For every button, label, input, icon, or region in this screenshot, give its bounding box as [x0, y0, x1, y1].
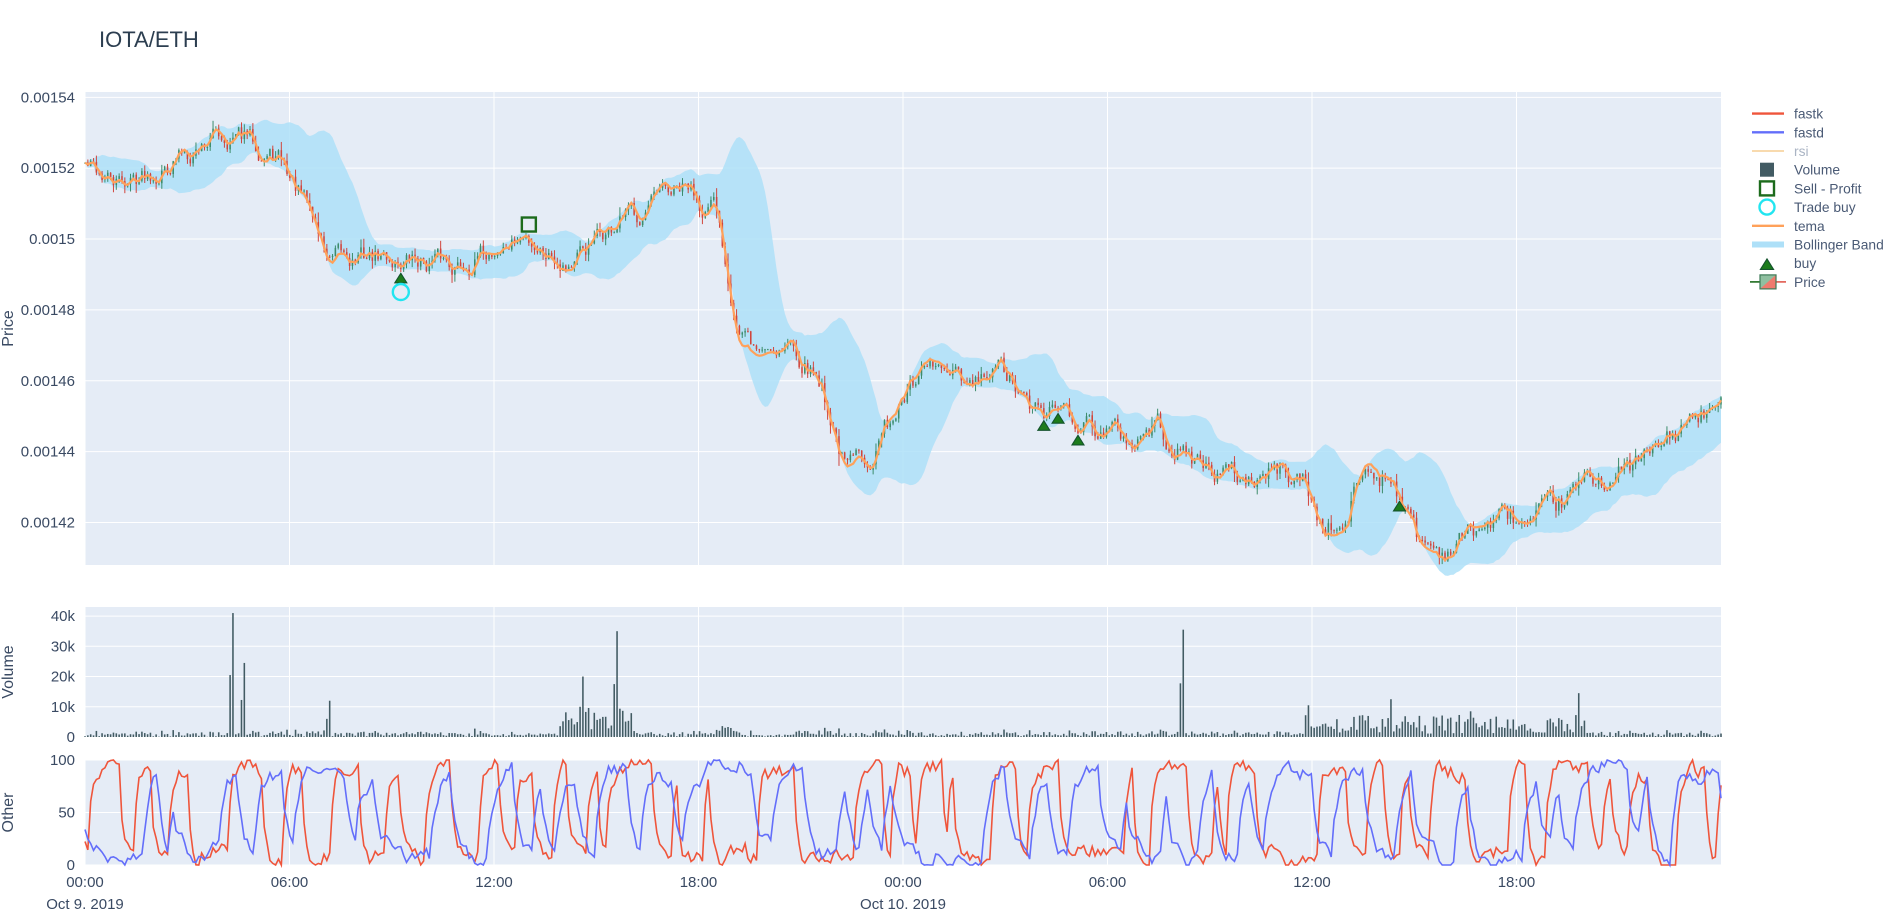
svg-text:12:00: 12:00 [1293, 874, 1331, 891]
svg-text:0.00152: 0.00152 [21, 160, 75, 177]
svg-text:12:00: 12:00 [475, 874, 513, 891]
svg-text:100: 100 [50, 752, 75, 769]
svg-text:30k: 30k [51, 638, 76, 655]
svg-text:fastk: fastk [1794, 107, 1823, 122]
svg-text:rsi: rsi [1794, 144, 1809, 159]
svg-text:10k: 10k [51, 699, 76, 716]
svg-text:0.00144: 0.00144 [21, 444, 75, 461]
svg-text:Oct 10, 2019: Oct 10, 2019 [860, 896, 946, 909]
svg-text:0.00142: 0.00142 [21, 514, 75, 531]
svg-text:00:00: 00:00 [884, 874, 922, 891]
svg-text:Volume: Volume [1794, 163, 1840, 178]
svg-text:Price: Price [1794, 275, 1826, 290]
svg-text:Volume: Volume [0, 645, 17, 698]
svg-text:50: 50 [58, 805, 75, 822]
svg-text:00:00: 00:00 [66, 874, 104, 891]
svg-text:Oct 9, 2019: Oct 9, 2019 [46, 896, 124, 909]
svg-text:Sell - Profit: Sell - Profit [1794, 181, 1862, 196]
svg-text:0.00154: 0.00154 [21, 89, 75, 106]
svg-text:06:00: 06:00 [1089, 874, 1127, 891]
svg-text:0: 0 [67, 857, 75, 874]
svg-text:18:00: 18:00 [1498, 874, 1536, 891]
svg-text:0.00148: 0.00148 [21, 302, 75, 319]
svg-text:Other: Other [0, 792, 17, 833]
svg-text:buy: buy [1794, 256, 1816, 271]
svg-text:06:00: 06:00 [271, 874, 309, 891]
svg-text:20k: 20k [51, 669, 76, 686]
svg-text:fastd: fastd [1794, 125, 1824, 140]
svg-text:tema: tema [1794, 219, 1825, 234]
svg-text:Bollinger Band: Bollinger Band [1794, 238, 1884, 253]
svg-text:0: 0 [67, 729, 75, 746]
svg-text:Price: Price [0, 310, 17, 347]
svg-text:40k: 40k [51, 608, 76, 625]
svg-text:IOTA/ETH: IOTA/ETH [99, 27, 199, 52]
svg-text:0.0015: 0.0015 [29, 231, 75, 248]
svg-text:18:00: 18:00 [680, 874, 718, 891]
svg-text:Trade buy: Trade buy [1794, 200, 1856, 215]
svg-text:0.00146: 0.00146 [21, 373, 75, 390]
